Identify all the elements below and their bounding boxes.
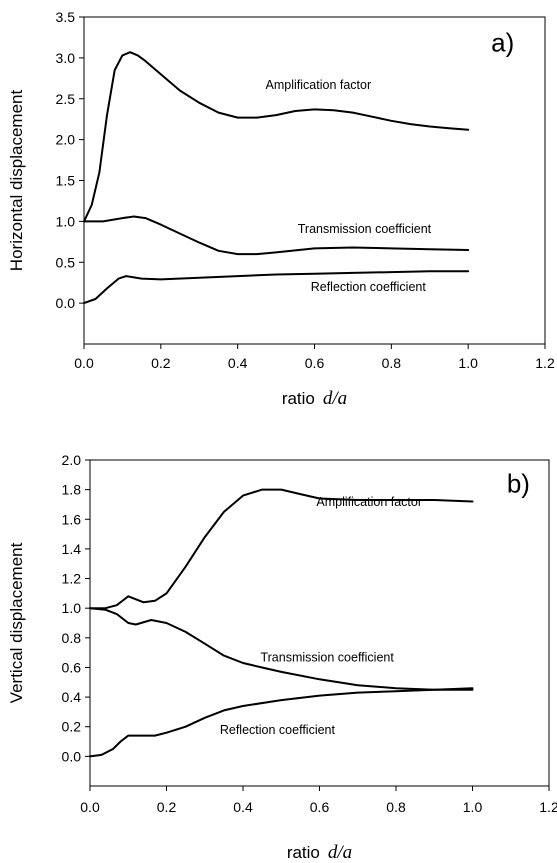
y-tick-label: 1.4 [62,541,82,557]
x-tick-label: 0.2 [151,355,171,371]
x-tick-label: 0.0 [80,799,100,815]
series-line-reflection-coefficient [83,270,470,305]
y-tick-label: 0.8 [62,630,82,646]
series-label-amplification-factor: Amplification factor [316,495,422,509]
x-tick-label: 1.0 [458,355,478,371]
y-tick-label: 0.6 [62,659,82,675]
x-axis-label: ratio d/a [282,388,347,409]
x-tick-label: 0.8 [382,355,402,371]
x-axis-label-variable: d/a [323,388,347,409]
x-axis-label-text: ratio [282,389,315,408]
x-tick-label: 1.2 [539,799,557,815]
series-line-amplification-factor [83,51,470,223]
x-tick-label: 0.4 [233,799,253,815]
series-label-transmission-coefficient: Transmission coefficient [260,651,394,665]
x-axis-label-text: ratio [287,843,320,862]
x-tick-label: 0.6 [305,355,325,371]
y-tick-label: 2.0 [62,452,82,468]
y-axis-label: Vertical displacement [7,542,26,703]
series-label-amplification-factor: Amplification factor [266,78,372,92]
panel-label: a) [491,27,514,57]
y-tick-label: 1.0 [62,600,82,616]
x-tick-label: 0.6 [310,799,330,815]
x-tick-label: 0.8 [386,799,406,815]
y-tick-label: 0.0 [62,748,82,764]
y-tick-label: 1.8 [62,482,82,498]
y-tick-label: 3.0 [56,50,76,66]
y-tick-label: 1.6 [62,511,82,527]
x-tick-label: 0.4 [228,355,248,371]
y-tick-label: 2.5 [56,91,76,107]
series-line-amplification-factor [89,488,474,610]
x-tick-label: 1.2 [535,355,555,371]
series-line-reflection-coefficient [89,687,474,758]
chart-panel-a: 0.0 0.2 0.4 0.6 0.8 1.0 1.2 0.0 0.5 1.0 1.5 2.0 2.5 3… [7,9,555,409]
y-tick-label: 1.2 [62,571,82,587]
y-tick-label: 0.0 [56,295,76,311]
x-tick-label: 0.2 [157,799,177,815]
series-label-reflection-coefficient: Reflection coefficient [311,280,427,294]
series-label-transmission-coefficient: Transmission coefficient [298,222,432,236]
y-tick-label: 3.5 [56,9,76,25]
x-axis-label: ratio d/a [287,842,352,863]
y-tick-label: 1.0 [56,213,76,229]
panel-label: b) [507,469,530,499]
series-line-transmission-coefficient [83,215,470,256]
series-label-reflection-coefficient: Reflection coefficient [220,723,336,737]
chart-panel-b: 0.0 0.2 0.4 0.6 0.8 1.0 1.2 0.0 0.2 0.4 0.6 0.8 1.0 1… [7,452,557,863]
y-tick-label: 0.2 [62,719,82,735]
x-tick-label: 0.0 [74,355,94,371]
plot-frame [83,16,546,345]
y-tick-label: 2.0 [56,132,76,148]
x-tick-label: 1.0 [463,799,483,815]
series-line-transmission-coefficient [89,607,474,691]
y-tick-label: 0.5 [56,254,76,270]
x-axis-label-variable: d/a [328,842,352,863]
y-tick-label: 1.5 [56,173,76,189]
y-axis-label: Horizontal displacement [7,90,26,272]
y-tick-label: 0.4 [62,689,82,705]
